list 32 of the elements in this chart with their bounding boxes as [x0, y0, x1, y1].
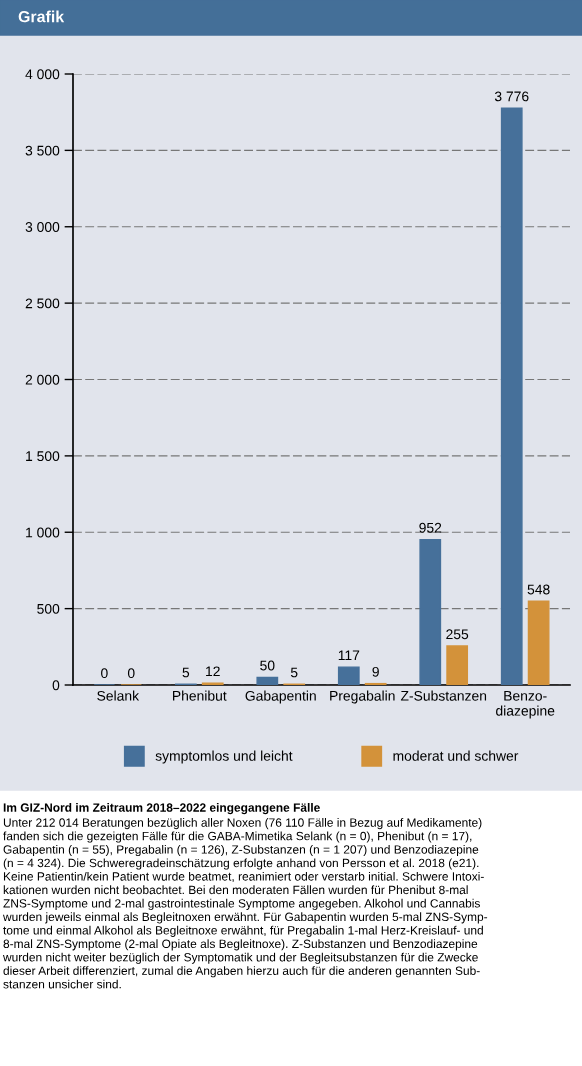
data-label: 548	[527, 584, 550, 595]
legend-label: moderat und schwer	[393, 750, 519, 761]
chart-title: Grafik	[18, 10, 65, 23]
legend-label: symptomlos und leicht	[155, 750, 293, 764]
data-label: 50	[260, 660, 275, 671]
x-tick-label: Benzo- diazepine	[496, 691, 555, 719]
data-label: 0	[101, 668, 108, 679]
data-label: 3 776	[494, 91, 529, 102]
data-label: 255	[446, 629, 469, 640]
x-tick-label: Z-Substanzen	[400, 690, 487, 701]
data-label: 117	[338, 650, 360, 661]
data-label: 5	[290, 667, 298, 678]
x-tick-label: Gabapentin	[245, 690, 316, 704]
x-tick-label: Pregabalin	[330, 690, 395, 704]
text: Unter 212 014 Beratungen bezüglich aller Noxen (76 110 Fälle in Bezug auf Medikamente) fanden sich die gezeigten Fälle für die GABA-Mimetika Selank (n = 0), Phenibut (n = 17), Gabapentin (n = 55), Pregabalin (n = 126), Z-Substanzen (n = 1 207) und Benzodiazepine (n = 4 324). Die Schweregradeinschätzung erfolgte anhand von Persson et al. 2018 (e21). Keine Patientin/kein Patient wurde beatmet, reanimiert oder verstarb initial. Schwere Intoxi- kationen wurden nicht beobachtet. Bei den moderaten Fällen wurden für Phenibut 8-mal ZNS-Symptome und 2-mal gastrointestinale Symptome angegeben. Alkohol und Cannabis wurden jeweils einmal als Begleitnoxen erwähnt. Für Gabapentin wurden 5-mal ZNS-Symp- tome und einmal Alkohol als Begleitnoxe erwähnt, für Pregabalin 1-mal Herz-Kreislauf- und 8-mal ZNS-Symptome (2-mal Opiate als Begleitnoxe). Z-Substanzen und Benzodiazepine wurden nicht weiter bezüglich der Symptomatik und der Begleitsubstanzen für die Zwecke dieser Arbeit differenziert, zumal die Angaben hierzu auch für die anderen genannten Sub- stanzen unsicher sind.	[2, 818, 488, 989]
data-label: 952	[419, 522, 442, 533]
x-tick-label: Selank	[97, 690, 140, 701]
y-tick-label: 2 500	[25, 298, 60, 309]
text: Im GIZ-Nord im Zeitraum 2018–2022 eingegangene Fälle	[3, 803, 320, 815]
y-tick-label: 500	[37, 603, 60, 614]
y-tick-label: 0	[52, 680, 60, 691]
x-tick-label: Phenibut	[173, 690, 227, 701]
data-label: 9	[372, 666, 379, 677]
data-label: 0	[127, 668, 135, 679]
data-label: 12	[206, 666, 220, 677]
y-tick-label: 1 500	[26, 451, 60, 462]
y-tick-label: 2 000	[25, 374, 60, 385]
y-tick-label: 4 000	[25, 69, 60, 80]
data-label: 5	[182, 667, 190, 678]
y-tick-label: 3 500	[25, 145, 60, 156]
y-tick-label: 3 000	[25, 222, 60, 232]
y-tick-label: 1 000	[26, 527, 60, 538]
